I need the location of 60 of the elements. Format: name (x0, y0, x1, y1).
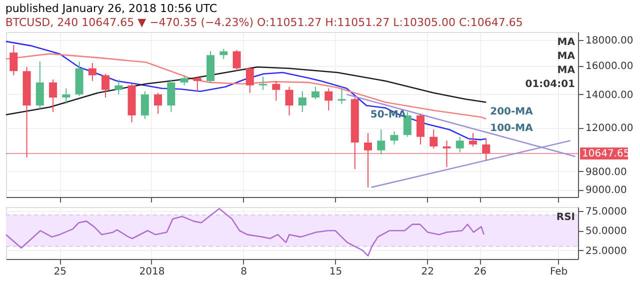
y-tick-label: 18000.00 (586, 36, 634, 47)
x-tick-label: 2018 (139, 266, 165, 278)
candlestick (259, 76, 268, 90)
annotation: MA (557, 51, 576, 62)
line-series (5, 208, 485, 256)
candlestick (482, 138, 490, 161)
y-tick-label: 9800.00 (586, 166, 627, 178)
line-series (5, 53, 487, 120)
x-tick-label: 22 (421, 266, 434, 278)
annotation: MA (557, 65, 576, 76)
line-series (5, 40, 487, 140)
chart-subtitle: BTCUSD, 240 10647.65 ▼ −470.35 (−4.23%) O:11051.27 H:11051.27 L:10305.00 C:10647.65 (5, 16, 523, 29)
x-tick-label: 26 (474, 266, 486, 278)
candlestick (246, 66, 254, 94)
candlestick (377, 128, 386, 155)
ref-line-label: 10647.65 (582, 148, 630, 160)
y-tick-label: 14000.00 (586, 90, 634, 101)
annotation: MA (557, 37, 576, 48)
candlestick (312, 86, 320, 100)
candlestick (390, 130, 398, 145)
candlestick (62, 88, 70, 104)
candlestick (272, 80, 280, 102)
candlestick (442, 140, 451, 168)
x-tick-label: Feb (550, 266, 568, 278)
annotation: 01:04:01 (525, 79, 576, 90)
y-tick-label: 50.0000 (586, 226, 627, 238)
y-tick-label: 12000.00 (586, 123, 634, 134)
annotation: 200-MA (490, 106, 534, 118)
candlestick (232, 50, 241, 72)
y-tick-label: 9000.00 (586, 185, 627, 196)
annotation: RSI (556, 212, 575, 223)
candlestick (285, 86, 294, 116)
candlestick (193, 76, 202, 92)
candlestick (456, 136, 464, 153)
candlestick (140, 90, 149, 120)
candlestick (220, 48, 228, 60)
candlestick (49, 79, 58, 113)
candlestick (324, 88, 333, 111)
annotation: 100-MA (490, 122, 534, 134)
x-tick-label: 15 (329, 266, 342, 278)
x-tick-label: 8 (240, 266, 248, 278)
candlestick (154, 92, 162, 114)
candlestick (114, 79, 123, 95)
chart-title: published January 26, 2018 10:56 UTC (5, 2, 218, 15)
candlestick (102, 73, 110, 98)
candlestick (364, 132, 372, 188)
candlestick (180, 74, 188, 86)
candlestick (416, 113, 425, 145)
candlestick (36, 61, 44, 110)
candlestick (167, 79, 176, 113)
y-tick-label: 75.0000 (586, 206, 627, 218)
y-tick-label: 16000.00 (586, 61, 634, 72)
y-tick-label: 25.0000 (586, 246, 627, 257)
candlestick (469, 132, 478, 147)
candlestick (338, 86, 346, 104)
candlestick (88, 62, 96, 82)
candlestick (10, 44, 18, 76)
candlestick (430, 128, 438, 149)
candlestick (298, 90, 306, 113)
x-tick-label: 25 (54, 266, 66, 278)
